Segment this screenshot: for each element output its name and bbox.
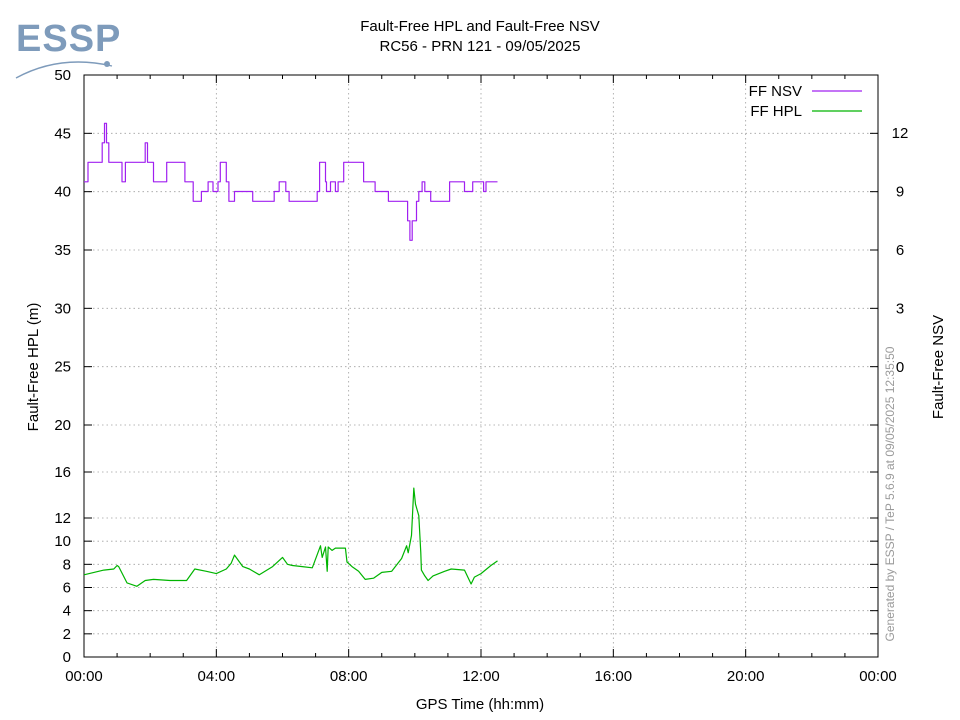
y-tick-label: 6 [63, 580, 71, 597]
y2-tick-label: 12 [892, 125, 909, 142]
logo-swoosh [15, 61, 113, 79]
chart-subtitle: RC56 - PRN 121 - 09/05/2025 [380, 38, 581, 55]
y-tick-label: 20 [54, 417, 71, 434]
series-line-ff-nsv [84, 122, 498, 241]
y-tick-label: 2 [63, 626, 71, 643]
x-tick-label: 04:00 [198, 668, 236, 685]
y-tick-label: 8 [63, 556, 71, 573]
x-tick-label: 00:00 [859, 668, 897, 685]
essp-logo: ESSP [15, 18, 121, 79]
plot-border [83, 74, 879, 658]
logo-swoosh-dot [104, 61, 110, 67]
y-tick-label: 40 [54, 184, 71, 201]
y-tick-label: 10 [54, 533, 71, 550]
grid-lines [84, 75, 878, 657]
axis-ticks: 0 2 4 6 8 10 12 16 20 25 30 35 40 45 50 0 3 6 9 12 00:00 04:0… [54, 67, 908, 685]
y-tick-label: 50 [54, 67, 71, 84]
x-tick-label: 12:00 [462, 668, 500, 685]
y-tick-label: 45 [54, 125, 71, 142]
legend-label-hpl: FF HPL [750, 103, 802, 120]
series-line-ff-hpl [83, 487, 498, 587]
series-layer [83, 122, 498, 587]
y-tick-label: 25 [54, 359, 71, 376]
y-axis-label: Fault-Free HPL (m) [25, 303, 42, 432]
x-tick-label: 16:00 [595, 668, 633, 685]
plot-frame [83, 74, 879, 658]
y2-tick-label: 9 [896, 184, 904, 201]
x-tick-label: 08:00 [330, 668, 368, 685]
legend-label-nsv: FF NSV [749, 83, 802, 100]
legend: FF NSV FF HPL [749, 83, 862, 120]
y-tick-label: 16 [54, 464, 71, 481]
essp-logo-text: ESSP [16, 18, 121, 60]
y-tick-label: 4 [63, 603, 71, 620]
y2-axis-label: Fault-Free NSV [930, 315, 947, 419]
chart-title: Fault-Free HPL and Fault-Free NSV [360, 18, 600, 35]
y2-tick-label: 0 [896, 359, 904, 376]
x-axis-label: GPS Time (hh:mm) [416, 696, 544, 713]
x-tick-label: 00:00 [65, 668, 103, 685]
y-tick-label: 12 [54, 510, 71, 527]
y-tick-label: 0 [63, 649, 71, 666]
y-tick-label: 30 [54, 300, 71, 317]
x-tick-label: 20:00 [727, 668, 765, 685]
y2-tick-label: 3 [896, 301, 904, 318]
generated-by-footer: Generated by ESSP / TeP 5.6.9 at 09/05/2… [883, 346, 897, 641]
y2-tick-label: 6 [896, 242, 904, 259]
y-tick-label: 35 [54, 242, 71, 259]
